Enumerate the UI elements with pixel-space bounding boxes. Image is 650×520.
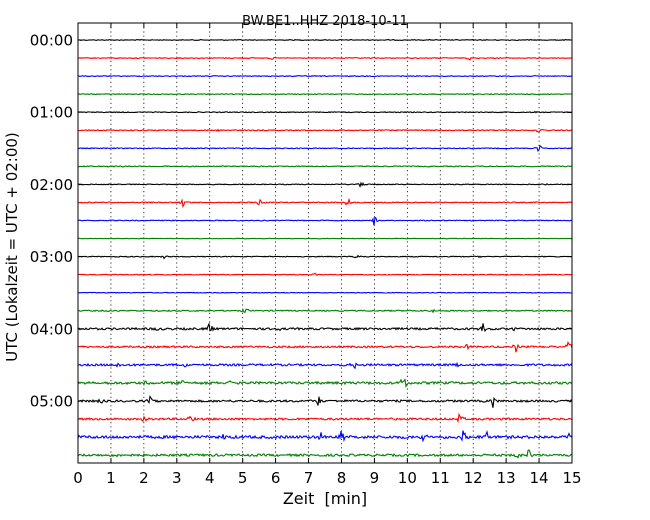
y-tick-label: 02:00: [30, 176, 73, 194]
trace-7: [77, 165, 573, 168]
trace-9: [77, 197, 573, 209]
y-tick-label: 00:00: [30, 32, 73, 50]
y-tick-label: 03:00: [30, 248, 73, 266]
grid-lines: [110, 23, 540, 463]
y-tick-label: 01:00: [30, 104, 73, 122]
chart-title: BW.BE1..HHZ 2018-10-11: [242, 14, 408, 29]
trace-0: [77, 38, 573, 42]
x-tick-label: 12: [464, 469, 483, 487]
y-axis-label: UTC (Lokalzeit = UTC + 02:00): [3, 132, 21, 362]
trace-3: [77, 93, 573, 96]
x-tick-label: 1: [106, 469, 116, 487]
trace-16: [77, 321, 573, 333]
x-tick-label: 6: [271, 469, 281, 487]
x-tick-label: 4: [205, 469, 215, 487]
x-tick-label: 11: [431, 469, 450, 487]
trace-22: [77, 429, 573, 443]
seismic-traces: [77, 38, 573, 459]
x-axis: 0 1 2 3 4 5 6 7 8 9 10 11 12 13 14 15: [73, 23, 582, 487]
x-tick-label: 13: [497, 469, 516, 487]
trace-18: [77, 361, 573, 370]
x-tick-label: 0: [73, 469, 83, 487]
x-tick-label: 8: [337, 469, 347, 487]
plot-frame: [77, 22, 573, 464]
y-tick-label: 05:00: [30, 393, 73, 411]
x-tick-label: 5: [238, 469, 248, 487]
trace-10: [78, 216, 573, 226]
trace-23: [77, 449, 573, 459]
trace-12: [77, 254, 573, 260]
trace-20: [77, 395, 573, 408]
y-tick-label: 04:00: [30, 320, 73, 338]
trace-6: [77, 145, 573, 152]
x-tick-label: 15: [562, 469, 581, 487]
trace-15: [78, 308, 573, 314]
y-axis: 00:00 01:00 02:00 03:00 04:00 05:00: [30, 32, 572, 411]
x-tick-label: 14: [530, 469, 549, 487]
trace-17: [77, 341, 573, 353]
x-tick-label: 7: [304, 469, 314, 487]
x-tick-label: 2: [139, 469, 149, 487]
trace-19: [77, 378, 573, 389]
x-tick-label: 10: [398, 469, 417, 487]
x-tick-label: 9: [370, 469, 380, 487]
x-tick-label: 3: [172, 469, 182, 487]
trace-1: [77, 56, 572, 61]
trace-2: [77, 75, 572, 78]
trace-8: [77, 181, 573, 189]
trace-4: [77, 110, 573, 114]
trace-5: [78, 128, 573, 133]
trace-21: [77, 412, 573, 424]
trace-14: [77, 291, 573, 294]
x-axis-label: Zeit [min]: [283, 489, 367, 508]
trace-11: [77, 237, 573, 240]
trace-13: [77, 272, 573, 277]
